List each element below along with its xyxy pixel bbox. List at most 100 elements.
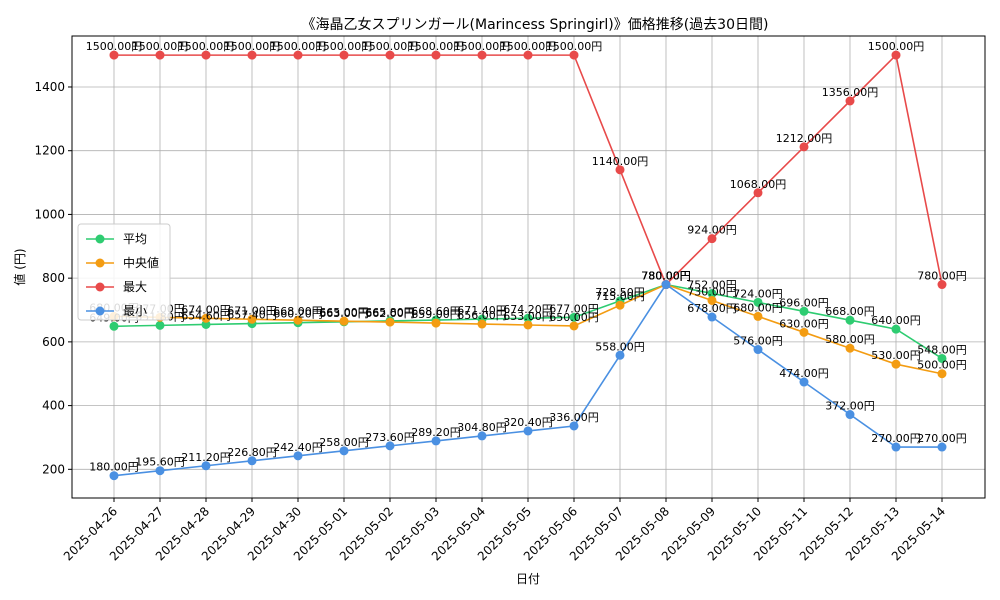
y-axis: 200 400 600 800 1000 1200 1400 (34, 80, 72, 476)
data-point (339, 446, 349, 456)
data-label: 1500.00円 (178, 40, 235, 53)
data-point (753, 297, 763, 307)
series-3 (109, 280, 947, 481)
data-label: 659.00円 (411, 308, 461, 321)
data-label: 715.00円 (595, 290, 645, 303)
data-label: 665.00円 (319, 306, 369, 319)
data-label: 211.20円 (181, 451, 231, 464)
data-point (799, 327, 809, 337)
data-point (845, 96, 855, 106)
data-point (891, 50, 901, 60)
data-label: 660.20円 (273, 308, 323, 321)
data-label: 674.00円 (181, 303, 231, 316)
data-label: 663.00円 (319, 307, 369, 320)
data-label: 372.00円 (825, 400, 875, 413)
data-point (707, 288, 717, 298)
data-label: 780.00円 (641, 270, 691, 283)
data-label: 677.00円 (549, 302, 599, 315)
data-label: 657.40円 (227, 309, 277, 322)
data-label: 630.00円 (779, 317, 829, 330)
data-point (707, 312, 717, 322)
data-point (523, 426, 533, 436)
data-point (845, 410, 855, 420)
data-point (109, 321, 119, 331)
data-point (293, 315, 303, 325)
legend-swatch-marker (95, 282, 105, 292)
data-label: 650.00円 (549, 311, 599, 324)
data-label: 1500.00円 (408, 40, 465, 53)
legend-item: 最小 (86, 304, 147, 318)
data-label: 640.00円 (871, 314, 921, 327)
data-point (109, 50, 119, 60)
x-axis-title: 日付 (516, 572, 540, 586)
data-point (845, 315, 855, 325)
data-point (201, 319, 211, 329)
data-label: 304.80円 (457, 421, 507, 434)
data-label: 653.00円 (503, 310, 553, 323)
data-label: 662.00円 (365, 307, 415, 320)
legend-item: 平均 (86, 232, 147, 246)
data-point (891, 442, 901, 452)
data-label: 336.00円 (549, 411, 599, 424)
data-label: 1500.00円 (132, 40, 189, 53)
data-point (385, 50, 395, 60)
data-label: 1500.00円 (316, 40, 373, 53)
data-label: 668.00円 (273, 305, 323, 318)
data-point (707, 295, 717, 305)
data-point (569, 321, 579, 331)
data-point (523, 320, 533, 330)
y-tick-label: 400 (42, 399, 65, 413)
y-tick-label: 1000 (34, 207, 65, 221)
data-label: 656.00円 (457, 309, 507, 322)
data-point (155, 320, 165, 330)
data-label: 780.00円 (641, 270, 691, 283)
legend-item: 中央値 (86, 255, 159, 270)
data-label: 668.60円 (411, 305, 461, 318)
data-label: 696.00円 (779, 296, 829, 309)
data-label: 530.00円 (871, 349, 921, 362)
data-label: 1500.00円 (86, 40, 143, 53)
data-point (661, 280, 671, 290)
data-label: 752.00円 (687, 278, 737, 291)
data-point (385, 317, 395, 327)
data-label: 474.00円 (779, 367, 829, 380)
data-point (477, 431, 487, 441)
data-label: 258.00円 (319, 436, 369, 449)
data-point (201, 50, 211, 60)
grid-lines (72, 36, 985, 498)
data-label: 680.00円 (733, 301, 783, 314)
data-point (615, 165, 625, 175)
data-point (845, 343, 855, 353)
data-point (431, 318, 441, 328)
data-point (385, 441, 395, 451)
data-label: 580.00円 (825, 333, 875, 346)
data-point (339, 50, 349, 60)
data-point (615, 300, 625, 310)
chart-title: 《海晶乙女スプリンガール(Marincess Springirl)》価格推移(過… (302, 16, 769, 33)
data-point (799, 142, 809, 152)
data-point (523, 313, 533, 323)
data-point (891, 324, 901, 334)
data-label: 1500.00円 (270, 40, 327, 53)
data-point (707, 234, 717, 244)
data-label: 195.60円 (135, 456, 185, 469)
data-point (293, 451, 303, 461)
data-label: 1500.00円 (224, 40, 281, 53)
y-axis-title: 値 (円) (12, 248, 27, 285)
data-label: 548.00円 (917, 343, 967, 356)
data-label: 780.00円 (641, 270, 691, 283)
data-label: 1140.00円 (592, 155, 649, 168)
data-label: 180.00円 (89, 461, 139, 474)
data-label: 273.60円 (365, 431, 415, 444)
data-point (247, 314, 257, 324)
data-point (569, 312, 579, 322)
legend-swatch-marker (95, 306, 105, 316)
data-point (799, 377, 809, 387)
data-point (937, 442, 947, 452)
data-label: 780.00円 (641, 270, 691, 283)
data-label: 671.40円 (457, 304, 507, 317)
data-point (937, 369, 947, 379)
data-label: 270.00円 (871, 432, 921, 445)
